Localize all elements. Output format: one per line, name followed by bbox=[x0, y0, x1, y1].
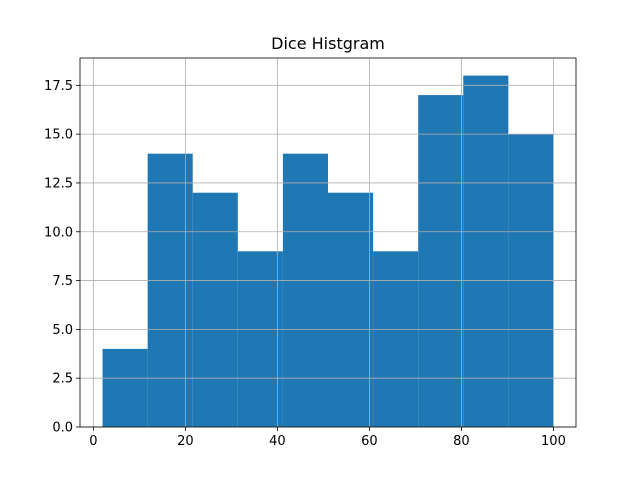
x-tick-label: 20 bbox=[177, 434, 194, 449]
histogram-bar-4 bbox=[237, 251, 283, 427]
histogram-bar-2 bbox=[147, 153, 193, 427]
x-tick-label: 100 bbox=[541, 434, 566, 449]
y-tick-label: 12.5 bbox=[44, 176, 73, 191]
x-tick-label: 0 bbox=[89, 434, 97, 449]
histogram-bar-1 bbox=[102, 348, 148, 427]
y-tick-label: 17.5 bbox=[44, 79, 73, 94]
y-tick-label: 10.0 bbox=[44, 225, 73, 240]
histogram-bar-9 bbox=[463, 75, 509, 428]
bars-layer bbox=[102, 75, 554, 428]
y-tick-label: 2.5 bbox=[52, 372, 73, 387]
histogram-bar-7 bbox=[373, 251, 419, 427]
histogram-bar-3 bbox=[192, 192, 238, 427]
histogram-bar-5 bbox=[282, 153, 328, 427]
x-tick-label: 60 bbox=[361, 434, 378, 449]
y-tick-label: 7.5 bbox=[52, 274, 73, 289]
y-axis: 0.0 2.5 5.0 7.5 10.0 12.5 15.0 17.5 bbox=[44, 79, 80, 436]
x-axis: 0 20 40 60 80 100 bbox=[89, 427, 566, 449]
histogram-bar-6 bbox=[328, 192, 374, 427]
x-tick-label: 80 bbox=[453, 434, 470, 449]
grid-over-layer bbox=[80, 58, 576, 428]
y-tick-label: 5.0 bbox=[52, 323, 73, 338]
x-tick-label: 40 bbox=[269, 434, 286, 449]
y-tick-label: 0.0 bbox=[52, 421, 73, 436]
histogram-bar-8 bbox=[418, 95, 464, 427]
axes-frame bbox=[79, 57, 577, 428]
chart-title: Dice Histgram bbox=[271, 34, 385, 53]
y-tick-label: 15.0 bbox=[44, 128, 73, 143]
